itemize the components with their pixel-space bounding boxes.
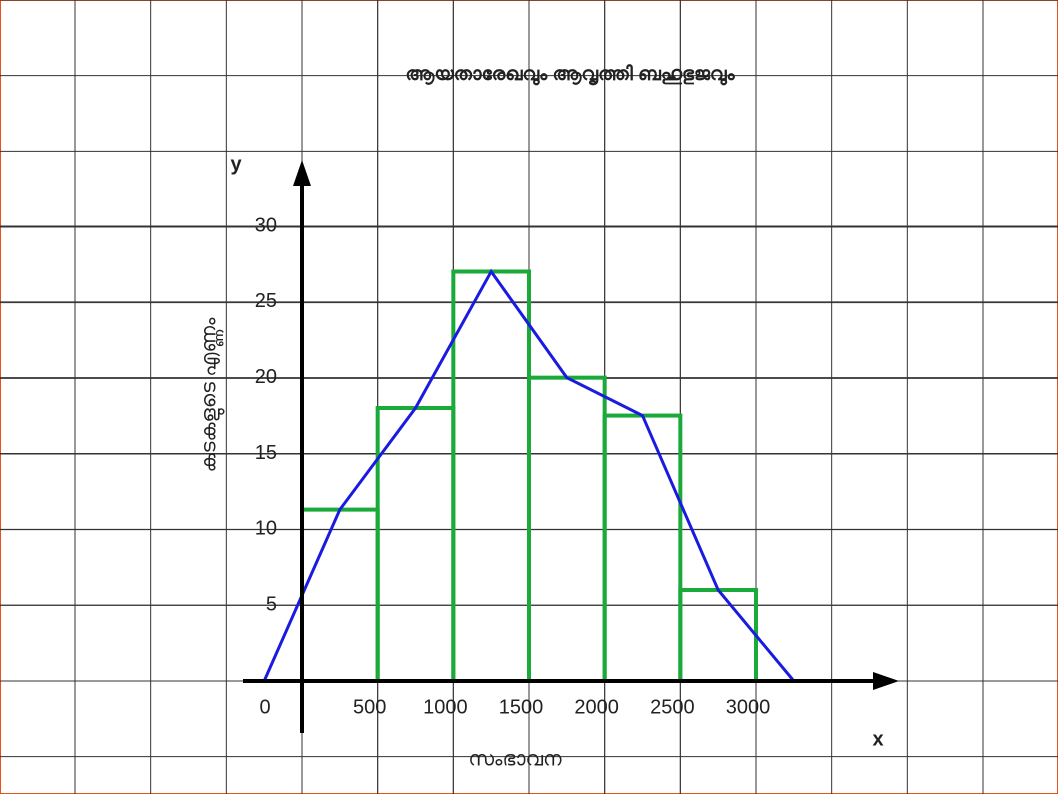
x-axis-arrow [873, 672, 899, 690]
x-axis-letter: x [872, 728, 883, 750]
y-tick-label: 25 [255, 290, 277, 312]
y-axis-letter: y [230, 153, 242, 175]
x-axis-title: സംഭാവന [468, 748, 562, 770]
x-tick-label: 500 [353, 696, 386, 718]
x-tick-label: 2500 [650, 696, 695, 718]
x-tick-label: 3000 [726, 696, 771, 718]
chart-title: ആയതാരേഖവും ആവൃത്തി ബഹുഭുജവും [405, 63, 735, 86]
y-tick-label: 10 [255, 518, 277, 540]
x-tick-label: 0 [259, 696, 270, 718]
y-tick-label: 30 [255, 214, 277, 236]
y-tick-label: 15 [255, 442, 277, 464]
frequency-polygon [262, 268, 795, 682]
y-axis-arrow [293, 160, 311, 186]
y-tick-label: 20 [255, 366, 277, 388]
x-tick-label: 1500 [499, 696, 544, 718]
x-tick-label: 2000 [574, 696, 619, 718]
y-tick-label: 5 [266, 593, 277, 615]
x-tick-label: 1000 [423, 696, 468, 718]
